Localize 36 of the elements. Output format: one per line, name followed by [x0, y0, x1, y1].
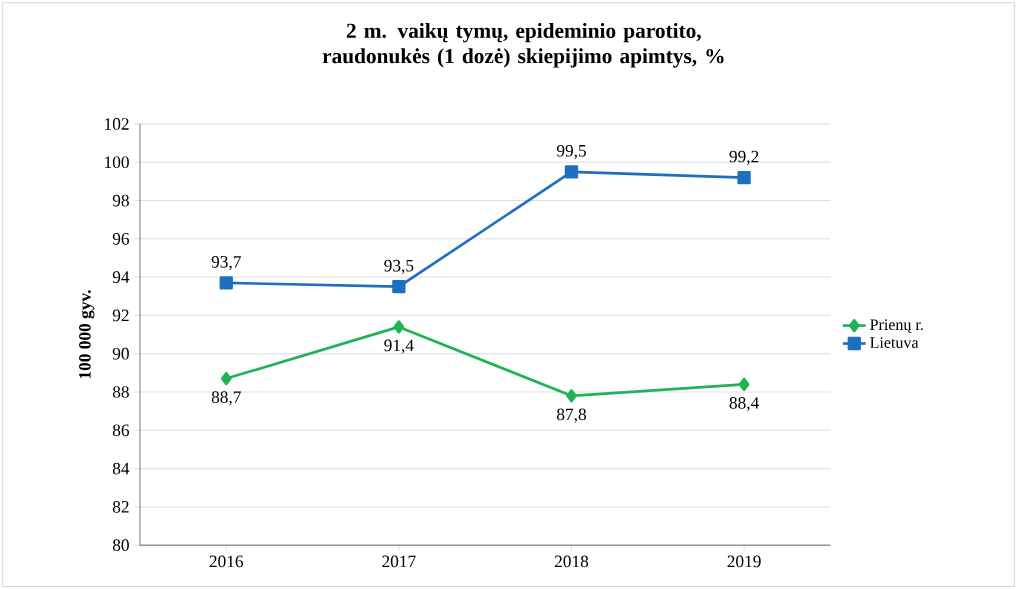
data-label: 91,4 [384, 339, 414, 354]
data-label: 88,7 [211, 391, 241, 406]
data-label: 87,8 [556, 408, 586, 423]
y-tick-label: 90 [112, 347, 129, 360]
data-label: 93,7 [211, 255, 241, 271]
point [564, 165, 579, 179]
chart-title: 2 m. vaikų tymų, epideminio parotito, raudonukės (1 dozė) skiepijimo apimtys, % [322, 22, 724, 68]
y-tick-label: 92 [112, 309, 129, 322]
point [566, 389, 577, 403]
point [220, 371, 232, 386]
point [219, 276, 233, 290]
y-tick-label: 96 [112, 232, 130, 245]
legend-label: Lietuva [870, 337, 919, 348]
point [393, 320, 405, 334]
y-tick-label: 82 [112, 500, 129, 513]
point [738, 377, 750, 391]
y-tick-label: 98 [112, 194, 129, 207]
x-tick-label: 2018 [554, 555, 589, 568]
data-label: 93,5 [384, 259, 414, 274]
y-axis-title: 100 000 gyv. [79, 290, 95, 379]
data-label: 88,4 [729, 396, 759, 412]
y-tick-label: 102 [105, 118, 129, 130]
legend-label: Prienų r. [870, 319, 923, 333]
x-tick-label: 2016 [209, 555, 244, 568]
point [392, 279, 406, 294]
data-label: 99,5 [556, 144, 586, 160]
y-tick-label: 100 [105, 156, 129, 169]
y-tick-label: 86 [112, 424, 130, 437]
x-tick-label: 2019 [727, 555, 761, 568]
y-tick-label: 80 [112, 539, 129, 551]
data-label: 99,2 [729, 150, 759, 165]
point [737, 170, 751, 185]
y-tick-label: 88 [112, 386, 129, 398]
y-tick-label: 84 [112, 462, 130, 475]
x-tick-label: 2017 [382, 555, 416, 568]
y-tick-label: 94 [112, 271, 130, 283]
